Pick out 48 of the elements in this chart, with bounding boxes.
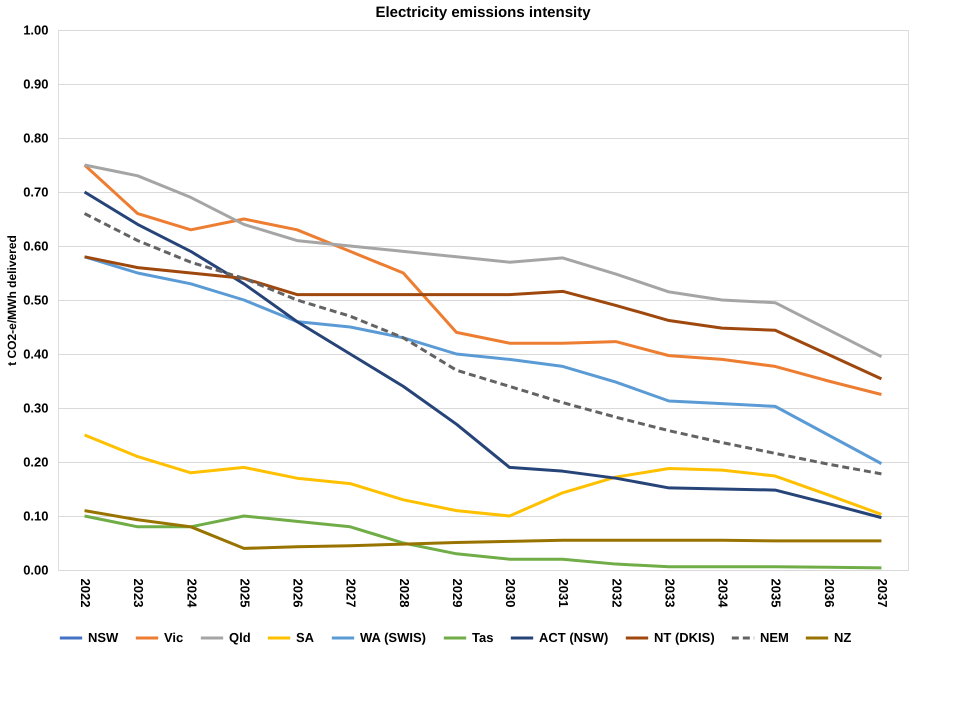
y-tick-label: 1.00 — [23, 22, 48, 38]
line-series — [83, 164, 883, 358]
x-tick-label: 2035 — [768, 578, 784, 608]
legend-label: ACT (NSW) — [539, 630, 608, 645]
y-tick-label: 0.10 — [23, 508, 48, 524]
legend-label: SA — [296, 630, 315, 645]
line-series — [83, 255, 883, 466]
x-tick-label: 2024 — [184, 578, 200, 608]
y-tick-label: 0.80 — [23, 130, 48, 146]
y-tick-label: 0.30 — [23, 400, 48, 416]
x-tick-label: 2022 — [78, 578, 94, 608]
line-series — [83, 509, 883, 550]
x-tick-label: 2032 — [609, 578, 624, 608]
legend-label: NSW — [88, 630, 120, 645]
legend-label: WA (SWIS) — [360, 630, 426, 645]
x-tick-label: 2037 — [874, 578, 890, 608]
line-series — [83, 164, 883, 396]
y-tick-label: 0.60 — [23, 238, 48, 254]
x-tick-label: 2033 — [662, 578, 678, 608]
x-tick-label: 2028 — [396, 578, 412, 608]
x-tick-label: 2029 — [450, 578, 465, 608]
y-tick-label: 0.00 — [23, 562, 48, 578]
legend-label: Tas — [472, 630, 494, 645]
x-tick-label: 2023 — [131, 578, 146, 608]
legend-label: NZ — [834, 630, 852, 645]
x-tick-label: 2025 — [237, 578, 252, 608]
x-tick-label: 2031 — [556, 578, 572, 608]
legend-label: NEM — [760, 630, 789, 645]
line-series — [83, 434, 883, 518]
legend-label: Qld — [229, 630, 251, 645]
y-tick-label: 0.70 — [23, 184, 48, 200]
x-tick-label: 2026 — [290, 578, 306, 608]
line-series — [83, 514, 883, 570]
line-series — [83, 255, 883, 380]
line-series — [83, 212, 883, 476]
y-tick-label: 0.50 — [23, 292, 48, 308]
y-tick-label: 0.90 — [23, 76, 48, 92]
line-series — [83, 190, 883, 520]
x-tick-label: 2027 — [344, 578, 359, 608]
y-tick-label: 0.40 — [23, 346, 48, 362]
chart-title: Electricity emissions intensity — [375, 4, 592, 21]
x-tick-label: 2034 — [716, 578, 731, 608]
y-tick-label: 0.20 — [23, 454, 48, 470]
legend-label: Vic — [164, 630, 184, 645]
legend-label: NT (DKIS) — [654, 630, 715, 645]
x-tick-label: 2030 — [503, 578, 518, 608]
y-axis-title: t CO2-e/MWh delivered — [5, 235, 20, 366]
x-tick-label: 2036 — [822, 578, 837, 608]
